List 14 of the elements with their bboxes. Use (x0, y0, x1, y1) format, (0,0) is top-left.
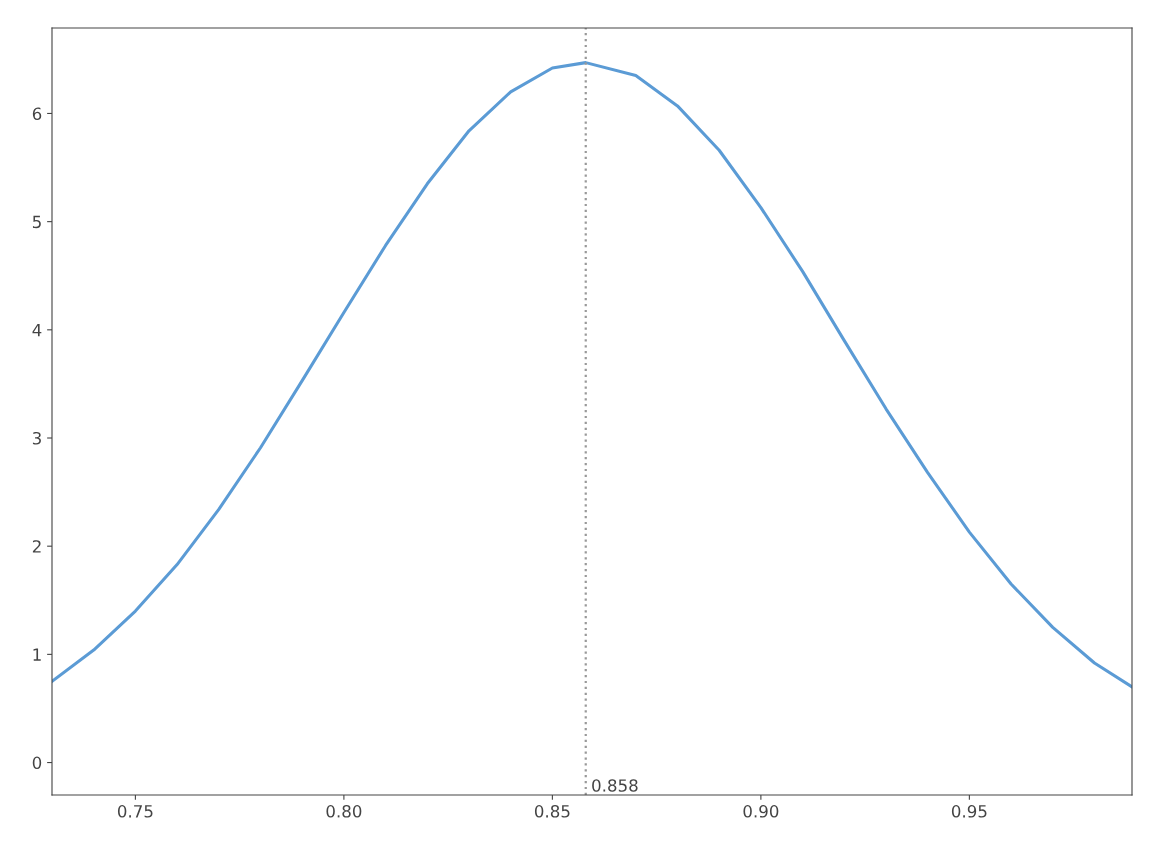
y-tick-label: 2 (32, 540, 41, 553)
x-tick-label: 0.75 (117, 805, 153, 818)
y-tick-label: 6 (32, 107, 42, 121)
x-tick-label: 0.80 (326, 805, 362, 818)
ref-line-label: 0.858 (592, 779, 638, 792)
y-tick-label: 1 (33, 648, 41, 661)
x-tick-label: 0.85 (534, 805, 570, 818)
y-tick-label: 4 (32, 324, 42, 337)
y-tick-label: 3 (32, 431, 41, 445)
line-series (52, 61, 1132, 689)
y-tick-label: 5 (32, 215, 41, 229)
x-tick-label: 0.95 (951, 805, 987, 818)
x-tick-label: 0.90 (743, 805, 779, 818)
y-tick-label: 0 (32, 756, 42, 770)
